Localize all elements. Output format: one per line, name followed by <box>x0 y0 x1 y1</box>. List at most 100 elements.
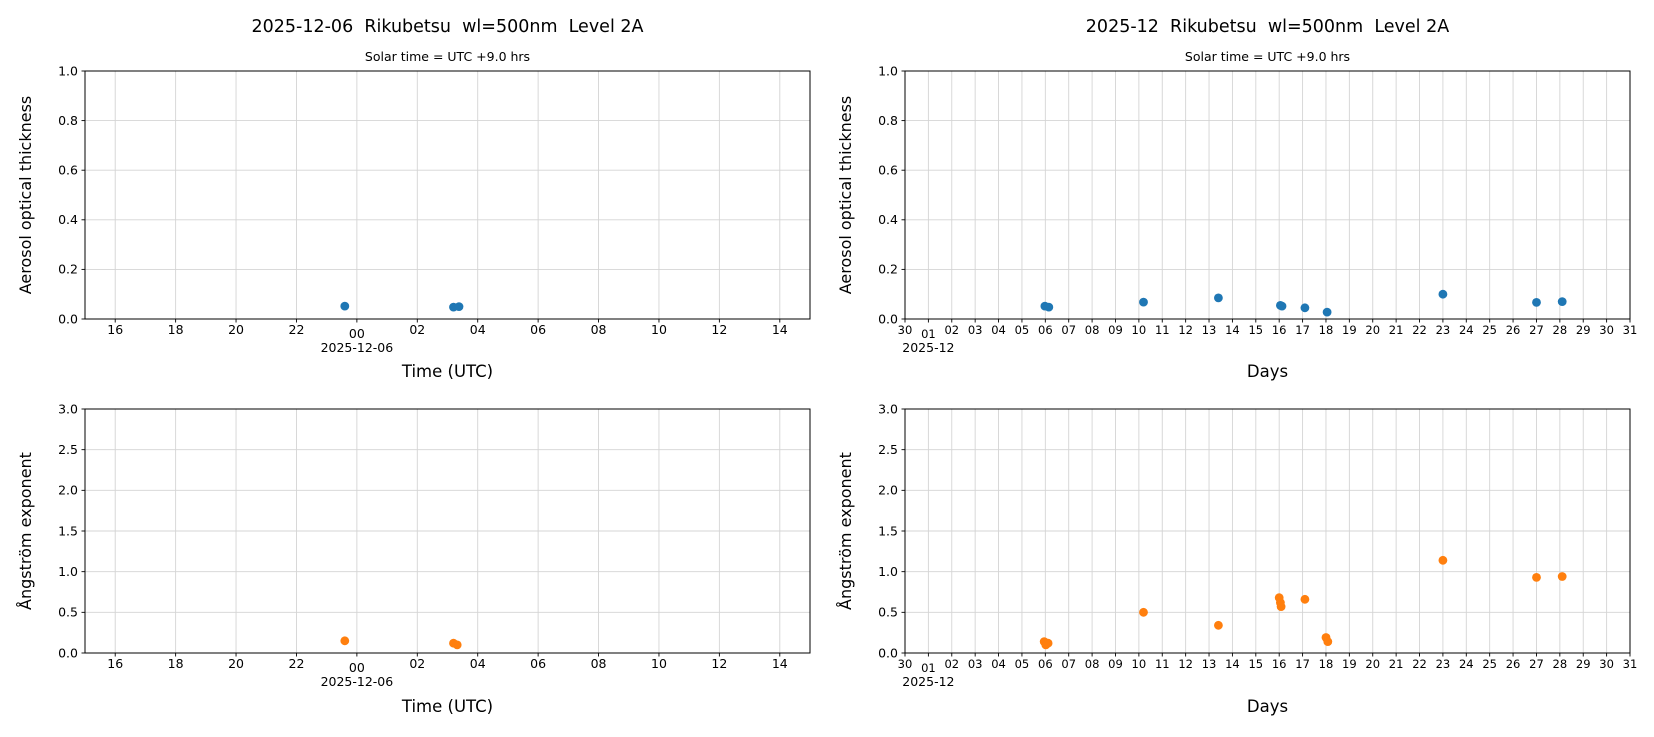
subplot-daily-ae: Ångström exponent 16 18 20 22 00 02 04 06 08 10 12… <box>16 401 811 716</box>
x-tick-label: 04 <box>991 657 1006 671</box>
x-tick-label: 12 <box>711 322 727 337</box>
axes-border <box>904 70 1631 320</box>
data-point <box>340 301 350 311</box>
data-point <box>1532 298 1541 307</box>
y-tick-label: 2.0 <box>878 483 898 498</box>
x-tick-label: 14 <box>1225 657 1240 671</box>
x-tick-label: 13 <box>1202 323 1217 337</box>
data-point <box>1300 303 1310 313</box>
x-tick-label: 04 <box>470 322 486 337</box>
x-tick-label: 22 <box>1412 657 1427 671</box>
x-tick-label: 08 <box>591 322 607 337</box>
x-axis-date-label: 2025-12 <box>902 674 954 689</box>
y-tick-label: 1.5 <box>58 523 78 538</box>
data-point <box>1438 555 1448 565</box>
x-tick-label: 27 <box>1529 323 1544 337</box>
data-point <box>1276 602 1286 611</box>
x-tick-label: 12 <box>1178 323 1193 337</box>
y-tick-label: 0.2 <box>878 262 898 277</box>
x-tick-label: 09 <box>1108 323 1123 337</box>
y-tick-label: 0.2 <box>58 262 78 277</box>
x-tick-label: 10 <box>651 322 667 337</box>
y-tick-label: 1.0 <box>878 63 898 78</box>
x-tick-label: 04 <box>470 656 486 671</box>
y-tick-label: 0.6 <box>58 163 78 178</box>
x-tick-label: 17 <box>1295 323 1310 337</box>
x-tick-label: 20 <box>1365 657 1380 671</box>
x-tick-label: 29 <box>1576 657 1591 671</box>
x-tick-label: 18 <box>1319 657 1334 671</box>
x-tick-label: 11 <box>1155 323 1170 337</box>
y-tick-label: 1.0 <box>58 564 78 579</box>
x-tick-label: 16 <box>1272 657 1287 671</box>
y-tick-label: 3.0 <box>58 401 78 416</box>
chart-title: 2025-12-06 Rikubetsu wl=500nm Level 2A <box>252 17 644 37</box>
y-tick-label: 2.5 <box>878 442 898 457</box>
x-tick-label: 18 <box>168 322 184 337</box>
x-tick-label: 28 <box>1553 323 1568 337</box>
x-tick-label: 12 <box>711 656 727 671</box>
data-point <box>1044 302 1054 312</box>
x-tick-label: 14 <box>1225 323 1240 337</box>
y-axis-label: Aerosol optical thickness <box>16 96 35 295</box>
x-tick-label: 30 <box>898 657 913 671</box>
y-tick-label: 1.0 <box>58 63 78 78</box>
data-point <box>1043 638 1053 648</box>
x-tick-label: 31 <box>1623 323 1638 337</box>
data-point <box>1277 301 1287 311</box>
data-point <box>340 636 350 646</box>
x-axis-date-label: 2025-12-06 <box>321 340 394 355</box>
y-tick-label: 0.4 <box>878 212 898 227</box>
x-tick-label: 26 <box>1506 323 1521 337</box>
data-point <box>1139 297 1148 307</box>
x-tick-label: 06 <box>530 322 546 337</box>
x-tick-label: 18 <box>1319 323 1334 337</box>
x-tick-label: 21 <box>1389 657 1404 671</box>
x-tick-label: 10 <box>1132 657 1147 671</box>
x-tick-label: 08 <box>1085 657 1100 671</box>
y-tick-label: 0.0 <box>878 311 898 326</box>
y-tick-label: 0.0 <box>58 311 78 326</box>
x-tick-label: 23 <box>1436 657 1451 671</box>
x-tick-label: 24 <box>1459 323 1474 337</box>
y-axis-label: Aerosol optical thickness <box>836 96 855 295</box>
x-tick-label: 06 <box>1038 657 1053 671</box>
y-tick-label: 0.5 <box>58 605 78 620</box>
x-tick-label: 23 <box>1436 323 1451 337</box>
x-tick-label: 16 <box>107 656 123 671</box>
x-tick-label: 07 <box>1061 657 1076 671</box>
x-axis-date-label: 2025-12-06 <box>321 674 394 689</box>
x-tick-label: 03 <box>968 323 983 337</box>
y-axis-label: Ångström exponent <box>836 452 855 610</box>
x-tick-label: 05 <box>1015 657 1030 671</box>
x-tick-label: 02 <box>944 657 959 671</box>
x-tick-label: 25 <box>1482 323 1497 337</box>
x-tick-label: 20 <box>228 656 244 671</box>
x-tick-label: 07 <box>1061 323 1076 337</box>
data-point <box>1438 289 1448 299</box>
y-tick-label: 0.4 <box>58 212 78 227</box>
x-tick-label: 06 <box>1038 323 1053 337</box>
x-tick-label: 08 <box>591 656 607 671</box>
x-tick-label: 15 <box>1248 657 1263 671</box>
x-tick-label: 22 <box>289 322 305 337</box>
chart-title: 2025-12 Rikubetsu wl=500nm Level 2A <box>1086 17 1449 37</box>
x-tick-label: 26 <box>1506 657 1521 671</box>
x-tick-label: 28 <box>1553 657 1568 671</box>
y-tick-label: 0.0 <box>58 645 78 660</box>
x-tick-label: 10 <box>651 656 667 671</box>
x-axis-date-label: 2025-12 <box>902 340 954 355</box>
x-tick-label: 30 <box>1599 323 1614 337</box>
y-tick-label: 0.0 <box>878 645 898 660</box>
x-axis-label: Time (UTC) <box>401 362 493 381</box>
x-tick-label: 13 <box>1202 657 1217 671</box>
y-tick-label: 0.5 <box>878 605 898 620</box>
x-tick-label: 20 <box>1365 323 1380 337</box>
chart-subtitle: Solar time = UTC +9.0 hrs <box>1185 49 1350 64</box>
subplot-monthly-ae: Ångström exponent 30 01 02 03 04 05 06 07 08 09 10… <box>836 401 1637 716</box>
x-tick-label: 21 <box>1389 323 1404 337</box>
axes-daily-ae: 16 18 20 22 00 02 04 06 08 10 12 14 0.0 0.5 1.0 1.5 2.0 2… <box>58 401 811 675</box>
x-tick-label: 29 <box>1576 323 1591 337</box>
data-point <box>452 640 462 650</box>
